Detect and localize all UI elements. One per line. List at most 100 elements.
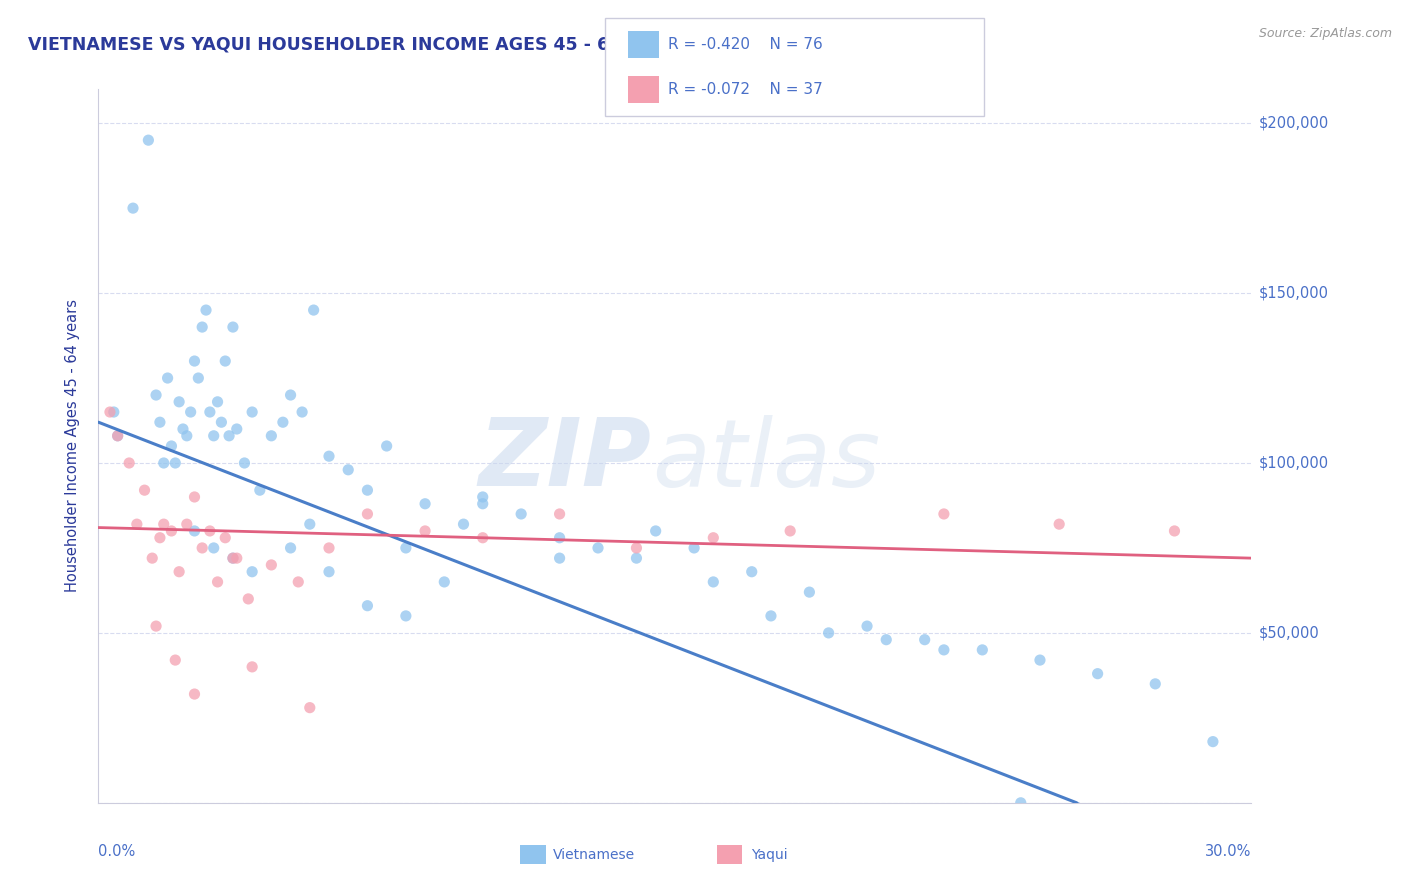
Point xyxy=(98,405,121,419)
Point xyxy=(413,497,436,511)
Point xyxy=(240,565,263,579)
Point xyxy=(1047,517,1070,532)
Point xyxy=(218,429,240,443)
Point xyxy=(1144,677,1167,691)
Point xyxy=(107,429,129,443)
Point xyxy=(932,507,955,521)
Point xyxy=(471,531,494,545)
Point xyxy=(356,483,378,498)
Point xyxy=(914,632,936,647)
Point xyxy=(134,483,156,498)
Point xyxy=(1087,666,1109,681)
Point xyxy=(138,133,160,147)
Text: atlas: atlas xyxy=(652,415,880,506)
Point xyxy=(875,632,897,647)
Point xyxy=(453,517,475,532)
Text: $150,000: $150,000 xyxy=(1258,285,1329,301)
Text: $50,000: $50,000 xyxy=(1258,625,1319,640)
Point xyxy=(240,660,263,674)
Point xyxy=(167,394,190,409)
Text: Source: ZipAtlas.com: Source: ZipAtlas.com xyxy=(1258,27,1392,40)
Point xyxy=(183,490,205,504)
Point xyxy=(125,517,148,532)
Point xyxy=(471,490,494,504)
Point xyxy=(103,405,125,419)
Point xyxy=(298,700,321,714)
Text: Vietnamese: Vietnamese xyxy=(553,847,634,862)
Point xyxy=(202,541,225,555)
Point xyxy=(107,429,129,443)
Point xyxy=(225,551,247,566)
Point xyxy=(214,354,236,368)
Point xyxy=(207,574,229,589)
Point xyxy=(222,320,245,334)
Point xyxy=(183,524,205,538)
Point xyxy=(287,574,309,589)
Point xyxy=(548,551,571,566)
Text: Yaqui: Yaqui xyxy=(751,847,787,862)
Point xyxy=(191,541,214,555)
Point xyxy=(280,541,302,555)
Point xyxy=(180,405,202,419)
Point xyxy=(1202,734,1225,748)
Text: VIETNAMESE VS YAQUI HOUSEHOLDER INCOME AGES 45 - 64 YEARS CORRELATION CHART: VIETNAMESE VS YAQUI HOUSEHOLDER INCOME A… xyxy=(28,36,905,54)
Point xyxy=(160,439,183,453)
Text: 30.0%: 30.0% xyxy=(1205,844,1251,859)
Point xyxy=(291,405,314,419)
Point xyxy=(413,524,436,538)
Point xyxy=(779,524,801,538)
Point xyxy=(318,449,340,463)
Point xyxy=(260,429,283,443)
Point xyxy=(176,429,198,443)
Text: R = -0.072    N = 37: R = -0.072 N = 37 xyxy=(668,82,823,96)
Point xyxy=(302,303,325,318)
Point xyxy=(149,531,172,545)
Point xyxy=(817,626,839,640)
Text: $200,000: $200,000 xyxy=(1258,116,1329,131)
Point xyxy=(209,415,232,429)
Point xyxy=(122,201,145,215)
Point xyxy=(683,541,706,555)
Point xyxy=(152,517,174,532)
Point xyxy=(160,524,183,538)
Point xyxy=(356,599,378,613)
Point xyxy=(222,551,245,566)
Point xyxy=(238,591,260,606)
Point xyxy=(318,565,340,579)
Point xyxy=(433,574,456,589)
Point xyxy=(214,531,236,545)
Point xyxy=(280,388,302,402)
Text: R = -0.420    N = 76: R = -0.420 N = 76 xyxy=(668,37,823,52)
Point xyxy=(260,558,283,572)
Point xyxy=(702,531,724,545)
Point xyxy=(240,405,263,419)
Point xyxy=(207,394,229,409)
Point xyxy=(249,483,271,498)
Point xyxy=(298,517,321,532)
Point xyxy=(172,422,194,436)
Point xyxy=(152,456,174,470)
Point xyxy=(395,541,418,555)
Point xyxy=(375,439,398,453)
Point xyxy=(198,524,221,538)
Point xyxy=(167,565,190,579)
Text: 0.0%: 0.0% xyxy=(98,844,135,859)
Point xyxy=(972,643,994,657)
Point xyxy=(586,541,609,555)
Point xyxy=(1029,653,1052,667)
Point xyxy=(191,320,214,334)
Text: ZIP: ZIP xyxy=(479,414,652,507)
Point xyxy=(233,456,256,470)
Point xyxy=(118,456,141,470)
Point xyxy=(271,415,294,429)
Point xyxy=(337,463,360,477)
Point xyxy=(187,371,209,385)
Point xyxy=(510,507,533,521)
Point xyxy=(145,619,167,633)
Point xyxy=(626,541,648,555)
Point xyxy=(548,531,571,545)
Point xyxy=(183,354,205,368)
Point xyxy=(759,608,782,623)
Point xyxy=(183,687,205,701)
Point xyxy=(1010,796,1032,810)
